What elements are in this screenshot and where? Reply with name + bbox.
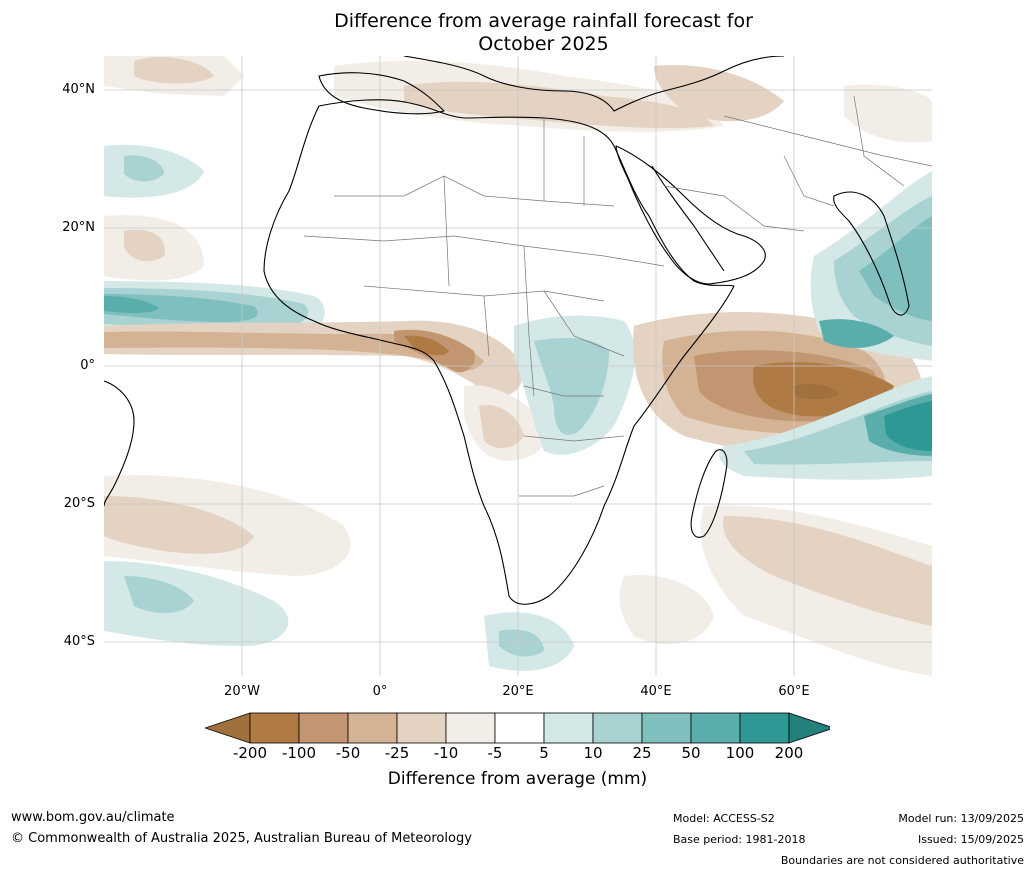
colorbar-swatch [543, 712, 594, 744]
colorbar-extend-low [205, 712, 251, 744]
colorbar-tick-label: -10 [433, 744, 459, 762]
coastlines [104, 56, 910, 605]
colorbar-title: Difference from average (mm) [387, 769, 648, 789]
colorbar-extend-high [788, 712, 830, 744]
colorbar-tick-label: 25 [632, 744, 652, 762]
issued-date: Issued: 15/09/2025 [917, 833, 1024, 846]
website-link[interactable]: www.bom.gov.au/climate [11, 810, 175, 825]
colorbar-tick-label: 100 [725, 744, 755, 762]
lon-label-20e: 20°E [502, 684, 534, 699]
graticule [104, 56, 932, 676]
lon-label-0: 0° [372, 684, 388, 699]
lat-label-20s: 20°S [63, 496, 95, 511]
colorbar-swatch [396, 712, 447, 744]
anomaly-field [104, 56, 932, 676]
model-run-date: Model run: 13/09/2025 [898, 812, 1024, 825]
colorbar-tick-label: 50 [681, 744, 701, 762]
colorbar-swatch [445, 712, 496, 744]
colorbar-swatches [205, 712, 830, 744]
colorbar-tick-label: -100 [281, 744, 317, 762]
lat-label-40s: 40°S [63, 634, 95, 649]
lat-label-0: 0° [80, 358, 95, 373]
colorbar-swatch [641, 712, 692, 744]
boundaries-disclaimer: Boundaries are not considered authoritat… [780, 854, 1024, 867]
map-title: Difference from average rainfall forecas… [0, 10, 1035, 56]
colorbar-swatch [592, 712, 643, 744]
colorbar-swatch [494, 712, 545, 744]
title-line-2: October 2025 [478, 33, 609, 55]
copyright-text: © Commonwealth of Australia 2025, Austra… [11, 831, 472, 846]
colorbar-tick-label: 5 [539, 744, 549, 762]
colorbar-swatch [249, 712, 300, 744]
colorbar-swatch [347, 712, 398, 744]
colorbar-tick-label: -5 [487, 744, 503, 762]
rainfall-anomaly-map [104, 56, 932, 676]
colorbar-swatch [690, 712, 741, 744]
lon-label-40e: 40°E [640, 684, 672, 699]
lon-label-60e: 60°E [778, 684, 810, 699]
colorbar-tick-label: -50 [335, 744, 361, 762]
country-borders [303, 95, 932, 497]
lat-label-40n: 40°N [62, 82, 95, 97]
lon-label-20w: 20°W [224, 684, 260, 699]
colorbar-tick-label: -200 [232, 744, 268, 762]
colorbar-tick-label: 200 [774, 744, 804, 762]
base-period: Base period: 1981-2018 [673, 833, 806, 846]
colorbar-swatch [298, 712, 349, 744]
colorbar-tick-label: 10 [583, 744, 603, 762]
colorbar-swatch [739, 712, 790, 744]
colorbar [205, 712, 830, 744]
title-line-1: Difference from average rainfall forecas… [334, 10, 753, 32]
lat-label-20n: 20°N [62, 220, 95, 235]
model-name: Model: ACCESS-S2 [673, 812, 775, 825]
colorbar-tick-label: -25 [384, 744, 410, 762]
